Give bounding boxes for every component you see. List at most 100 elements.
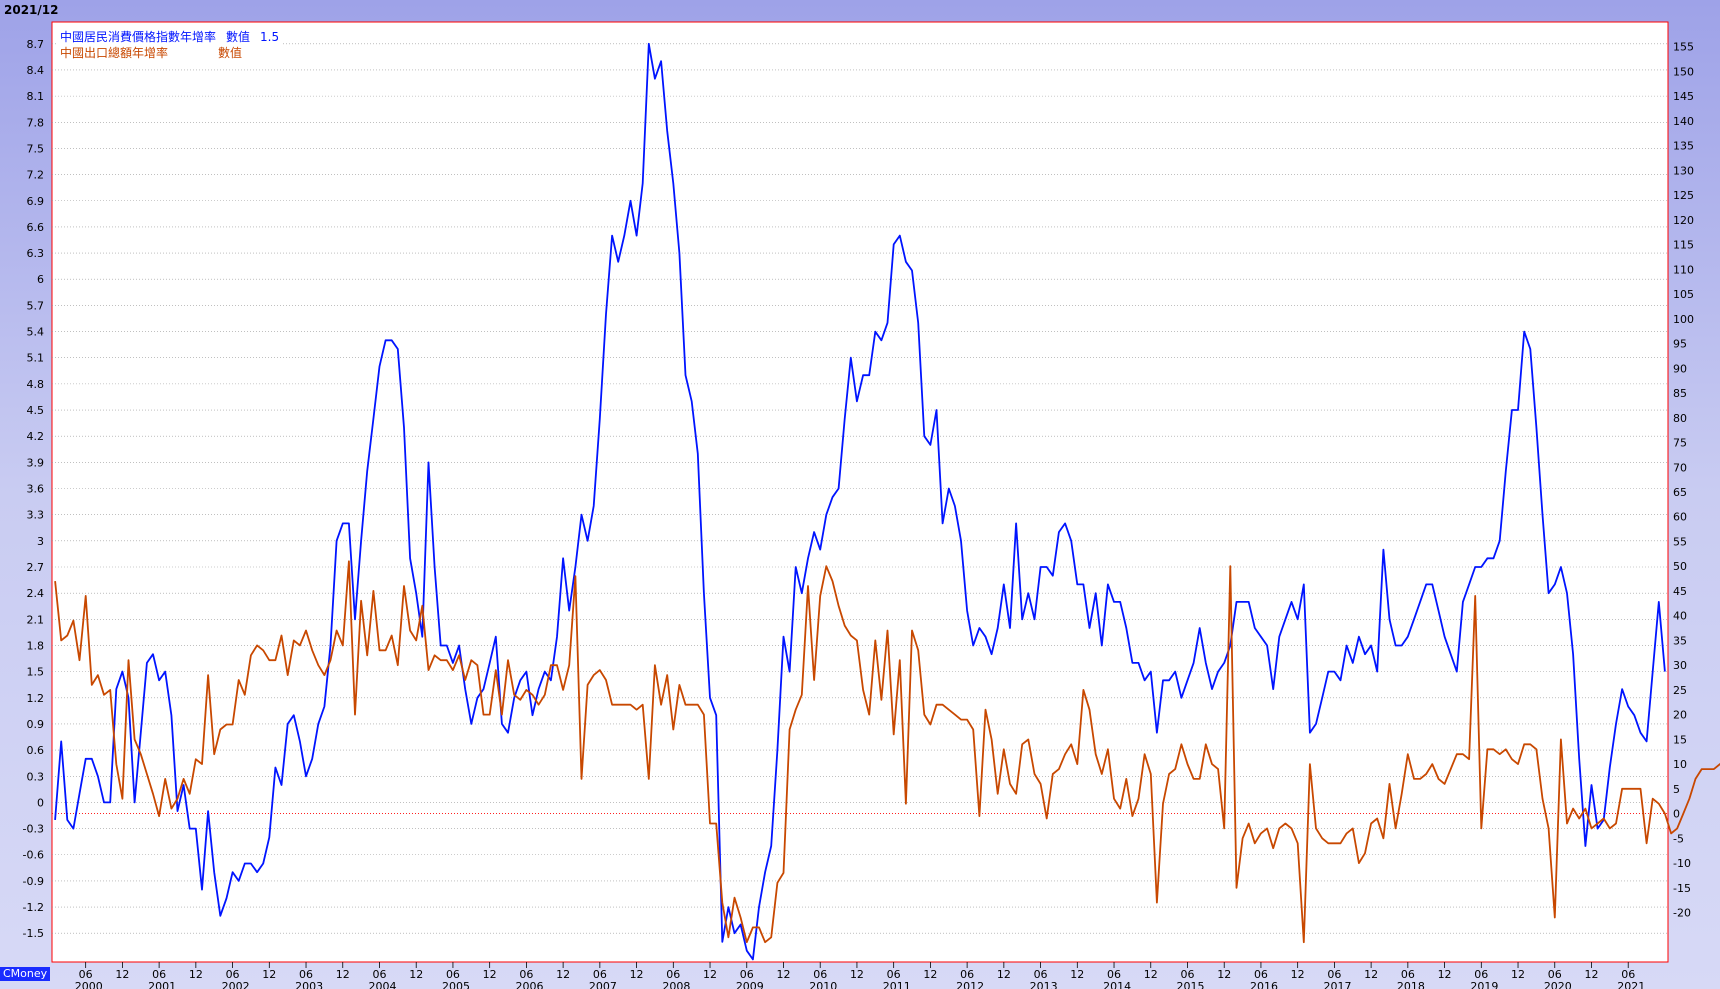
x-tick-label: 06 [740, 968, 754, 981]
x-tick-label: 06 [299, 968, 313, 981]
year-label: 2009 [736, 980, 764, 989]
x-tick-label: 12 [1511, 968, 1525, 981]
x-axis: 06 12 06 12 06 12 06 12 06 12 06 12 06 12 06 12 06 12 06 12… [75, 962, 1645, 989]
right-tick-label: 30 [1673, 659, 1687, 672]
right-tick-label: 5 [1673, 783, 1680, 796]
right-tick-label: 140 [1673, 115, 1694, 128]
right-tick-label: 65 [1673, 486, 1687, 499]
x-tick-label: 06 [1254, 968, 1268, 981]
right-tick-label: 95 [1673, 338, 1687, 351]
x-tick-label: 06 [372, 968, 386, 981]
left-tick-label: -1.5 [23, 927, 44, 940]
x-tick-label: 12 [1584, 968, 1598, 981]
legend-entry-exports: 中國出口總額年增率 數值 [60, 45, 279, 61]
left-tick-label: 3.3 [27, 509, 45, 522]
x-tick-label: 06 [519, 968, 533, 981]
year-label: 2005 [442, 980, 470, 989]
x-tick-label: 06 [960, 968, 974, 981]
right-tick-label: 25 [1673, 684, 1687, 697]
x-tick-label: 12 [703, 968, 717, 981]
x-tick-label: 06 [79, 968, 93, 981]
right-tick-label: 110 [1673, 263, 1694, 276]
right-tick-label: 145 [1673, 90, 1694, 103]
year-label: 2017 [1323, 980, 1351, 989]
brand-badge: CMoney [0, 967, 51, 981]
legend-value: 1.5 [260, 30, 280, 44]
left-tick-label: 0 [37, 796, 44, 809]
right-tick-label: -10 [1673, 857, 1691, 870]
x-tick-label: 12 [923, 968, 937, 981]
x-tick-label: 06 [226, 968, 240, 981]
right-tick-label: 90 [1673, 362, 1687, 375]
right-tick-label: -15 [1673, 882, 1691, 895]
year-label: 2019 [1470, 980, 1498, 989]
legend-name: 中國出口總額年增率 [60, 46, 169, 60]
year-label: 2003 [295, 980, 323, 989]
x-tick-label: 12 [556, 968, 570, 981]
left-tick-label: 8.7 [27, 38, 45, 51]
left-tick-label: 8.1 [27, 90, 45, 103]
left-tick-label: 3 [37, 535, 44, 548]
left-tick-label: -0.6 [23, 849, 44, 862]
left-tick-label: 2.7 [27, 561, 45, 574]
left-tick-label: 7.8 [27, 116, 45, 129]
x-tick-label: 06 [446, 968, 460, 981]
right-tick-label: 20 [1673, 709, 1687, 722]
right-tick-label: 45 [1673, 585, 1687, 598]
legend: 中國居民消費價格指數年增率 數值 1.5 中國出口總額年增率 數值 [56, 28, 284, 62]
year-label: 2001 [148, 980, 176, 989]
year-label: 2012 [956, 980, 984, 989]
year-label: 2020 [1544, 980, 1572, 989]
right-tick-label: 85 [1673, 387, 1687, 400]
left-tick-label: 7.5 [27, 142, 45, 155]
x-tick-label: 12 [1144, 968, 1158, 981]
x-tick-label: 12 [630, 968, 644, 981]
x-tick-label: 06 [1034, 968, 1048, 981]
year-label: 2006 [515, 980, 543, 989]
x-tick-label: 06 [1621, 968, 1635, 981]
x-tick-label: 06 [1548, 968, 1562, 981]
x-tick-label: 12 [409, 968, 423, 981]
x-tick-label: 06 [813, 968, 827, 981]
left-y-axis: 8.7 8.4 8.1 7.8 7.5 7.2 6.9 6.6 6.3 6 5.7 5.4 5.1 4.8… [23, 38, 44, 940]
left-tick-label: 4.5 [27, 404, 45, 417]
legend-entry-cpi: 中國居民消費價格指數年增率 數值 1.5 [60, 29, 279, 45]
legend-name: 中國居民消費價格指數年增率 [60, 30, 217, 44]
legend-label: 數值 [226, 30, 251, 44]
right-tick-label: 35 [1673, 634, 1687, 647]
right-y-axis: 1551501451401351301251201151101051009590… [1673, 41, 1694, 920]
right-tick-label: 115 [1673, 239, 1694, 252]
right-tick-label: 120 [1673, 214, 1694, 227]
x-tick-label: 06 [1401, 968, 1415, 981]
left-tick-label: 6.9 [27, 195, 45, 208]
right-tick-label: 75 [1673, 437, 1687, 450]
x-tick-label: 12 [262, 968, 276, 981]
x-tick-label: 12 [997, 968, 1011, 981]
x-tick-label: 12 [1438, 968, 1452, 981]
series-lines [54, 42, 1720, 961]
plot-area [51, 21, 1669, 963]
x-tick-label: 12 [1364, 968, 1378, 981]
x-tick-label: 12 [1291, 968, 1305, 981]
right-tick-label: -20 [1673, 907, 1691, 920]
year-label: 2010 [809, 980, 837, 989]
year-label: 2007 [589, 980, 617, 989]
left-tick-label: 7.2 [27, 169, 45, 182]
left-tick-label: 1.8 [27, 639, 45, 652]
left-tick-label: 5.7 [27, 299, 45, 312]
right-tick-label: 60 [1673, 511, 1687, 524]
year-label: 2011 [883, 980, 911, 989]
left-tick-label: -0.3 [23, 823, 44, 836]
year-label: 2004 [369, 980, 397, 989]
left-tick-label: 6.3 [27, 247, 45, 260]
right-tick-label: 40 [1673, 610, 1687, 623]
legend-label: 數值 [218, 46, 243, 60]
left-tick-label: 4.2 [27, 430, 45, 443]
year-label: 2016 [1250, 980, 1278, 989]
right-tick-label: 105 [1673, 288, 1694, 301]
exports-series-line [54, 560, 1720, 944]
year-label: 2015 [1177, 980, 1205, 989]
left-tick-label: 0.3 [27, 770, 45, 783]
